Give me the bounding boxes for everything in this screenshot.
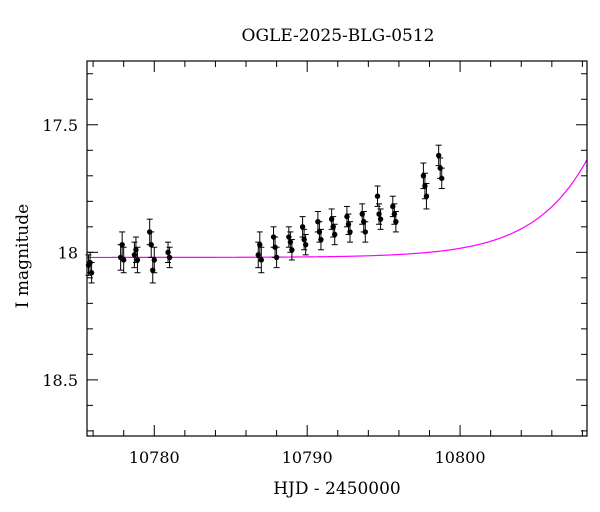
data-point xyxy=(287,239,294,245)
data-point xyxy=(257,241,263,248)
x-tick-label: 10800 xyxy=(435,448,486,467)
data-point xyxy=(390,203,396,210)
data-point xyxy=(344,213,350,220)
data-point xyxy=(393,219,399,225)
data-point xyxy=(374,193,381,199)
data-point xyxy=(258,257,265,263)
data-point xyxy=(299,224,306,230)
y-axis-label: I magnitude xyxy=(13,204,33,308)
data-points xyxy=(85,152,445,276)
data-point xyxy=(422,183,428,189)
data-point xyxy=(435,152,442,159)
data-point xyxy=(88,270,95,276)
data-point xyxy=(420,173,427,179)
fit-curve xyxy=(87,159,588,259)
data-point xyxy=(166,254,173,261)
data-point xyxy=(273,254,280,261)
x-tick-label: 10780 xyxy=(129,448,180,467)
data-point xyxy=(345,221,352,227)
data-point xyxy=(150,267,156,273)
data-point xyxy=(376,211,382,217)
data-point xyxy=(255,252,261,258)
data-point xyxy=(423,193,430,199)
data-point xyxy=(87,259,93,266)
data-point xyxy=(151,257,157,263)
data-point xyxy=(301,236,307,243)
data-point xyxy=(146,229,153,235)
plot-frame xyxy=(86,60,588,437)
y-tick-label: 17.5 xyxy=(42,116,78,135)
data-point xyxy=(120,257,127,263)
axis-ticks xyxy=(87,61,587,436)
data-point xyxy=(134,257,141,263)
tick-labels: 10780 10790 10800 17.5 18 18.5 xyxy=(42,116,485,467)
data-point xyxy=(328,216,335,222)
data-point xyxy=(330,224,336,230)
data-point xyxy=(289,247,295,253)
data-point xyxy=(165,249,171,256)
y-tick-label: 18.5 xyxy=(42,371,78,390)
data-point xyxy=(272,244,278,250)
data-point xyxy=(148,241,154,248)
data-point xyxy=(131,252,138,258)
data-point xyxy=(361,219,367,225)
y-tick-label: 18 xyxy=(58,243,78,262)
data-point xyxy=(119,241,125,248)
data-point xyxy=(377,216,384,222)
data-point xyxy=(347,229,353,235)
chart-title: OGLE-2025-BLG-0512 xyxy=(242,26,435,46)
x-axis-label: HJD - 2450000 xyxy=(273,479,401,499)
data-point xyxy=(332,231,338,238)
data-point xyxy=(318,236,324,243)
data-point xyxy=(315,219,321,225)
error-bars xyxy=(85,144,445,284)
data-point xyxy=(316,229,323,235)
data-point xyxy=(391,211,398,217)
data-point xyxy=(359,211,365,217)
x-tick-label: 10790 xyxy=(282,448,333,467)
data-point xyxy=(133,247,139,253)
data-point xyxy=(437,165,443,171)
data-point xyxy=(362,229,368,235)
data-point xyxy=(439,175,445,182)
data-point xyxy=(302,241,309,248)
data-point xyxy=(286,234,292,240)
data-point xyxy=(270,234,277,240)
